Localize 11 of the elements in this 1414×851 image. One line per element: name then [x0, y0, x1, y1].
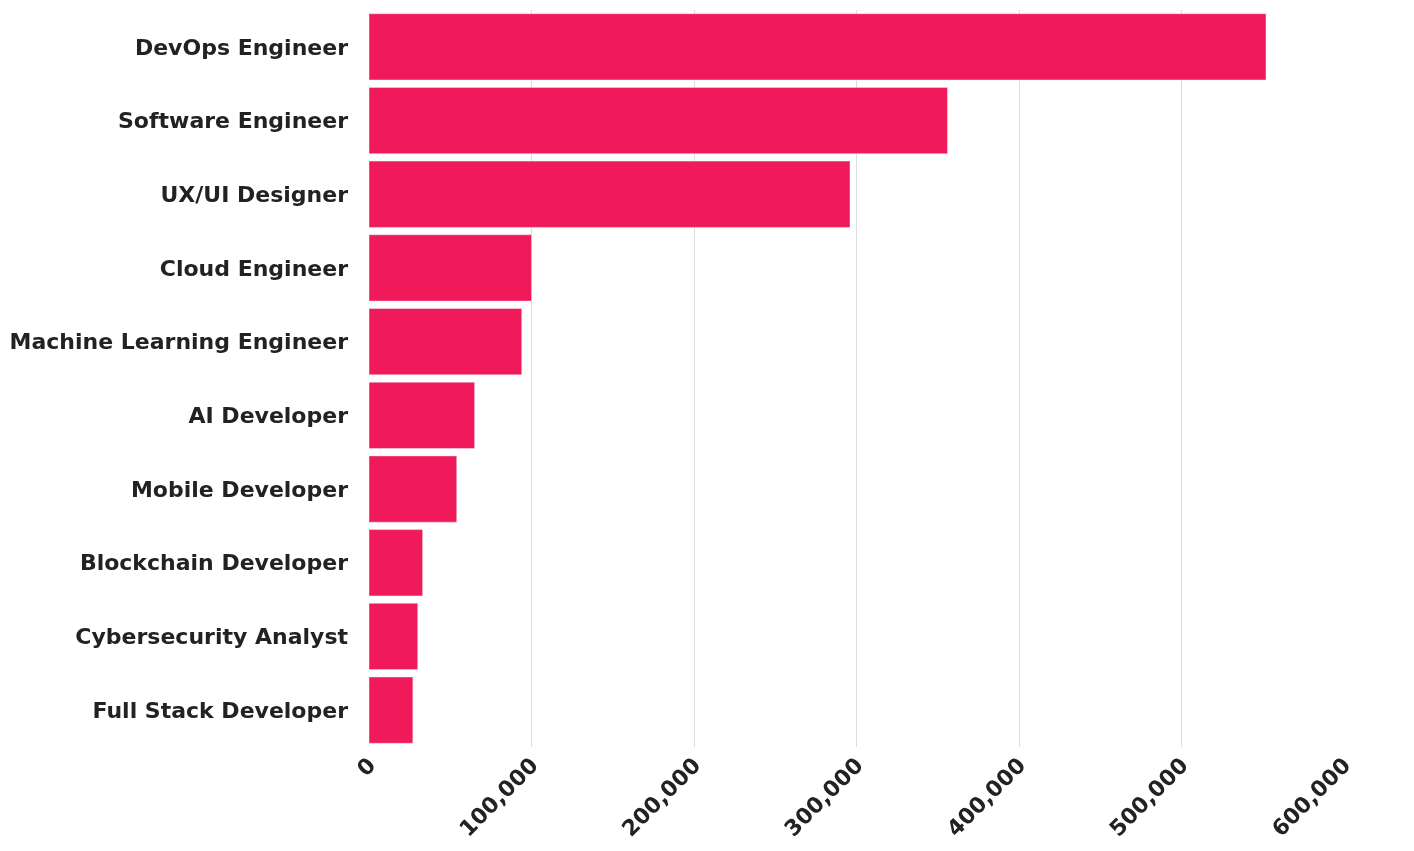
y-tick-label: Mobile Developer: [130, 476, 349, 502]
y-tick-label: Software Engineer: [118, 108, 349, 134]
y-tick-label: Machine Learning Engineer: [9, 329, 349, 355]
y-tick-label: DevOps Engineer: [134, 34, 349, 60]
x-tick-label: 0: [351, 752, 381, 782]
y-tick-label: Cloud Engineer: [159, 255, 349, 281]
y-tick-label: Full Stack Developer: [92, 697, 349, 723]
y-tick-label: Cybersecurity Analyst: [75, 624, 349, 650]
y-tick-label: AI Developer: [188, 403, 349, 429]
y-tick-label: Blockchain Developer: [79, 550, 349, 576]
y-tick-label: UX/UI Designer: [160, 181, 349, 207]
